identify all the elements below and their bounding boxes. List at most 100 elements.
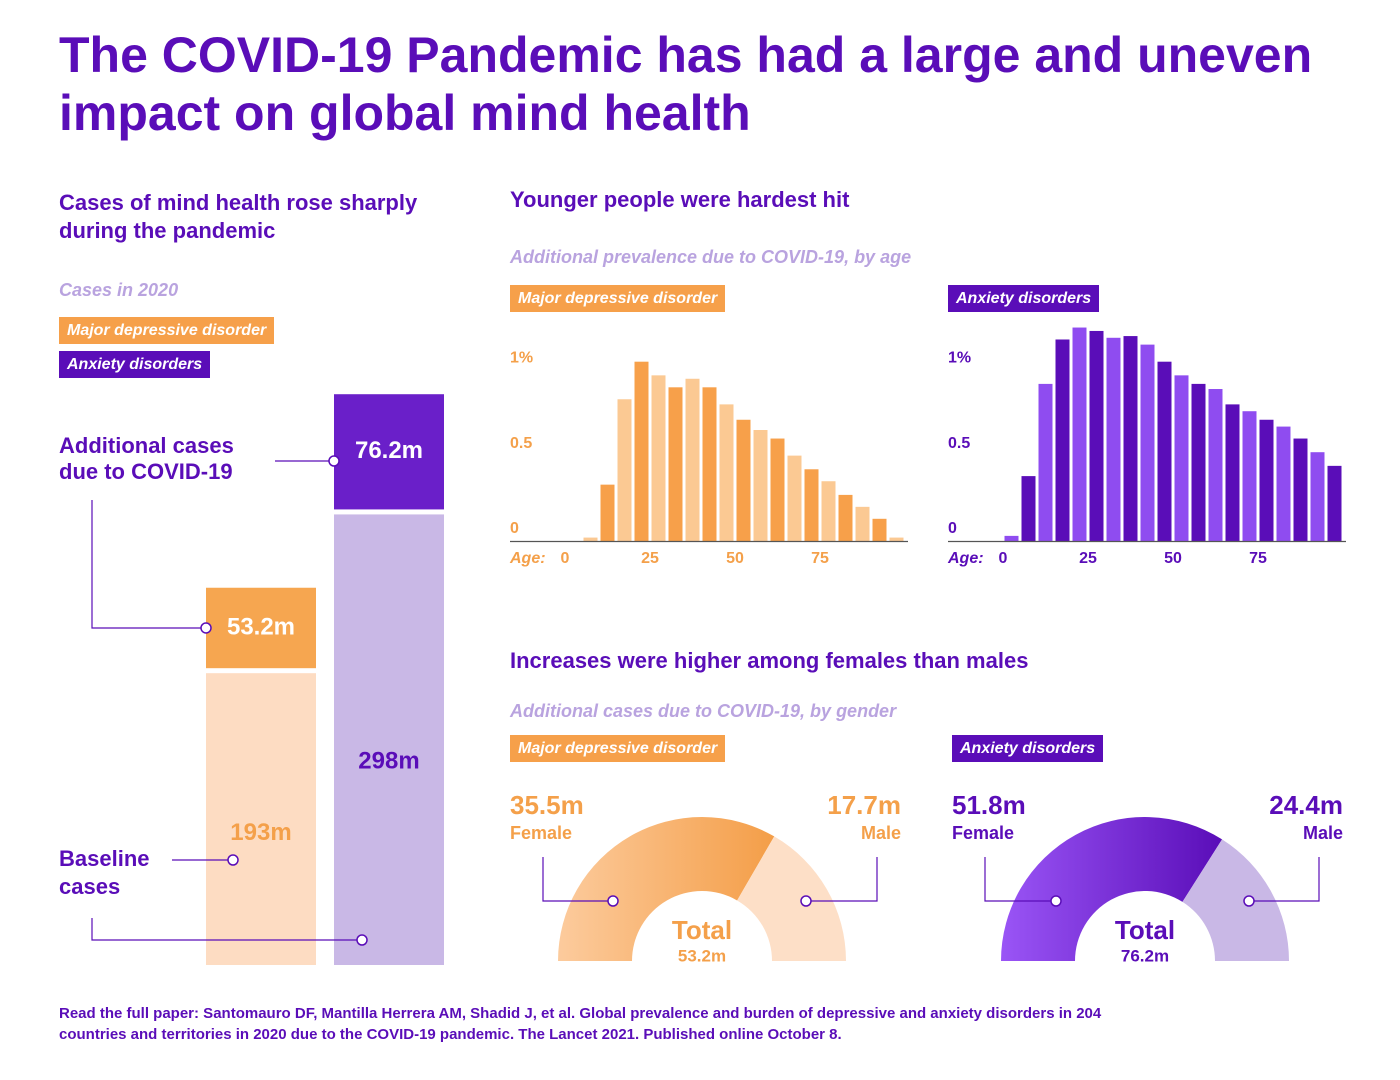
bar xyxy=(651,375,666,541)
value-label: 76.2m xyxy=(355,437,423,464)
bar xyxy=(634,361,649,541)
chart-tag: Anxiety disorders xyxy=(948,285,1100,312)
bar xyxy=(872,518,887,541)
bar xyxy=(1038,383,1053,541)
bar xyxy=(1242,411,1257,541)
total-label: 76.2m xyxy=(1121,946,1169,965)
bar-segment xyxy=(334,394,444,510)
bar xyxy=(1004,535,1019,541)
x-axis-label: Age: xyxy=(947,550,984,567)
bar xyxy=(1191,383,1206,541)
footnote: Read the full paper: Santomauro DF, Mant… xyxy=(59,1005,1102,1043)
x-tick-label: 0 xyxy=(999,550,1008,567)
callout-dot xyxy=(800,895,812,907)
chart-tag: Anxiety disorders xyxy=(952,735,1104,762)
bar-segment xyxy=(206,587,316,669)
callout-dot xyxy=(1243,895,1255,907)
bar xyxy=(889,537,904,541)
y-tick-label: 0 xyxy=(948,520,957,537)
bar xyxy=(685,378,700,541)
x-tick-label: 75 xyxy=(1249,550,1267,567)
page-title: The COVID-19 Pandemic has had a large an… xyxy=(59,27,1313,141)
legend-tag: Anxiety disorders xyxy=(59,351,211,378)
subtitle: Cases in 2020 xyxy=(59,280,179,300)
subtitle: Additional cases due to COVID-19, by gen… xyxy=(510,701,897,721)
bar xyxy=(855,506,870,541)
bar xyxy=(600,484,615,541)
bar xyxy=(736,419,751,541)
bar xyxy=(1072,327,1087,541)
bar xyxy=(1106,337,1121,541)
bar xyxy=(583,537,598,541)
donut-segment xyxy=(1182,839,1289,961)
donut-segment xyxy=(737,836,846,961)
bar xyxy=(1021,476,1036,541)
category-label: Male xyxy=(860,823,901,843)
y-tick-label: 0 xyxy=(510,520,519,537)
bar xyxy=(753,430,768,541)
bar xyxy=(1055,339,1070,541)
x-tick-label: 25 xyxy=(641,550,659,567)
bar xyxy=(770,438,785,541)
bar xyxy=(804,469,819,541)
category-label: Male xyxy=(1302,823,1343,843)
bar xyxy=(1140,344,1155,541)
total-title: Total xyxy=(672,915,732,945)
bar xyxy=(1089,330,1104,541)
y-tick-label: 0.5 xyxy=(510,435,532,452)
bar xyxy=(702,387,717,541)
callout-line xyxy=(91,918,362,941)
total-label: 53.2m xyxy=(678,946,726,965)
value-label: 53.2m xyxy=(227,613,295,640)
callout-line xyxy=(1249,857,1320,902)
y-tick-label: 1% xyxy=(948,349,971,366)
bar xyxy=(1208,389,1223,541)
callout-line xyxy=(806,857,878,902)
bar xyxy=(719,404,734,541)
bar xyxy=(1259,419,1274,541)
subtitle: Additional prevalence due to COVID-19, b… xyxy=(510,247,912,267)
category-label: Female xyxy=(510,823,573,843)
bar xyxy=(1225,404,1240,541)
value-label: 35.5m xyxy=(510,790,584,820)
x-tick-label: 50 xyxy=(1164,550,1182,567)
x-axis-label: Age: xyxy=(509,550,546,567)
legend-label: Baseline cases xyxy=(59,846,150,899)
chart-tag: Major depressive disorder xyxy=(510,285,726,312)
callout-dot xyxy=(328,455,340,467)
bar xyxy=(1276,426,1291,541)
value-label: 298m xyxy=(358,748,419,775)
legend-label: Additional cases due to COVID-19 xyxy=(59,433,234,484)
donut-segment xyxy=(1001,816,1223,961)
bar-segment xyxy=(206,673,316,965)
y-tick-label: 1% xyxy=(510,349,533,366)
callout-dot xyxy=(356,934,368,946)
bar xyxy=(1123,336,1138,541)
bar xyxy=(668,387,683,541)
donut-segment xyxy=(558,817,775,961)
callout-line xyxy=(542,857,613,902)
legend-tag: Major depressive disorder xyxy=(59,317,275,344)
bar xyxy=(787,455,802,541)
x-tick-label: 25 xyxy=(1079,550,1097,567)
category-label: Female xyxy=(952,823,1015,843)
value-label: 24.4m xyxy=(1269,790,1343,820)
bar xyxy=(838,494,853,541)
section-title: Younger people were hardest hit xyxy=(510,187,850,212)
bar xyxy=(1293,438,1308,541)
value-label: 51.8m xyxy=(952,790,1026,820)
bar xyxy=(1310,452,1325,541)
callout-dot xyxy=(227,854,239,866)
section-title: Cases of mind health rose sharply during… xyxy=(59,190,418,243)
callout-line xyxy=(91,500,206,629)
value-label: 17.7m xyxy=(827,790,901,820)
callout-dot xyxy=(200,622,212,634)
y-tick-label: 0.5 xyxy=(948,435,970,452)
callout-dot xyxy=(1050,895,1062,907)
bar xyxy=(1174,375,1189,541)
bar xyxy=(821,481,836,541)
section-title: Increases were higher among females than… xyxy=(510,648,1029,673)
bar xyxy=(1157,361,1172,541)
